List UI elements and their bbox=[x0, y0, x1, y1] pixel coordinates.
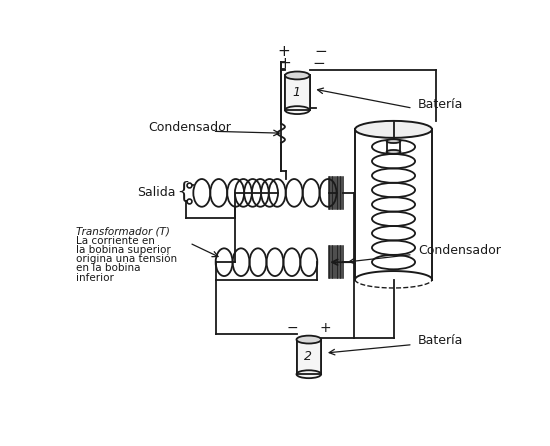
Ellipse shape bbox=[296, 336, 321, 343]
Polygon shape bbox=[296, 339, 321, 374]
Text: +: + bbox=[279, 56, 292, 70]
Text: origina una tensión: origina una tensión bbox=[76, 254, 178, 264]
Text: −: − bbox=[287, 321, 299, 335]
Text: la bobina superior: la bobina superior bbox=[76, 245, 171, 255]
Text: Transformador (T): Transformador (T) bbox=[76, 227, 170, 236]
Ellipse shape bbox=[387, 139, 400, 143]
Text: −: − bbox=[312, 56, 325, 70]
Ellipse shape bbox=[285, 71, 310, 79]
Ellipse shape bbox=[355, 121, 432, 138]
Text: {: { bbox=[176, 181, 190, 203]
Text: 1: 1 bbox=[293, 86, 300, 99]
Ellipse shape bbox=[296, 370, 321, 378]
Text: +: + bbox=[277, 44, 290, 59]
Text: Salida: Salida bbox=[137, 186, 175, 199]
Text: Condensador: Condensador bbox=[418, 244, 501, 257]
Text: La corriente en: La corriente en bbox=[76, 235, 155, 246]
Ellipse shape bbox=[285, 106, 310, 114]
Text: +: + bbox=[319, 321, 331, 335]
Text: 2: 2 bbox=[304, 351, 312, 363]
Polygon shape bbox=[285, 75, 310, 110]
Text: −: − bbox=[314, 44, 327, 59]
Text: Condensador: Condensador bbox=[148, 121, 231, 134]
Text: Batería: Batería bbox=[418, 334, 464, 347]
Ellipse shape bbox=[387, 150, 400, 154]
Text: inferior: inferior bbox=[76, 273, 114, 283]
Text: Batería: Batería bbox=[418, 98, 464, 111]
Text: en la bobina: en la bobina bbox=[76, 263, 141, 273]
